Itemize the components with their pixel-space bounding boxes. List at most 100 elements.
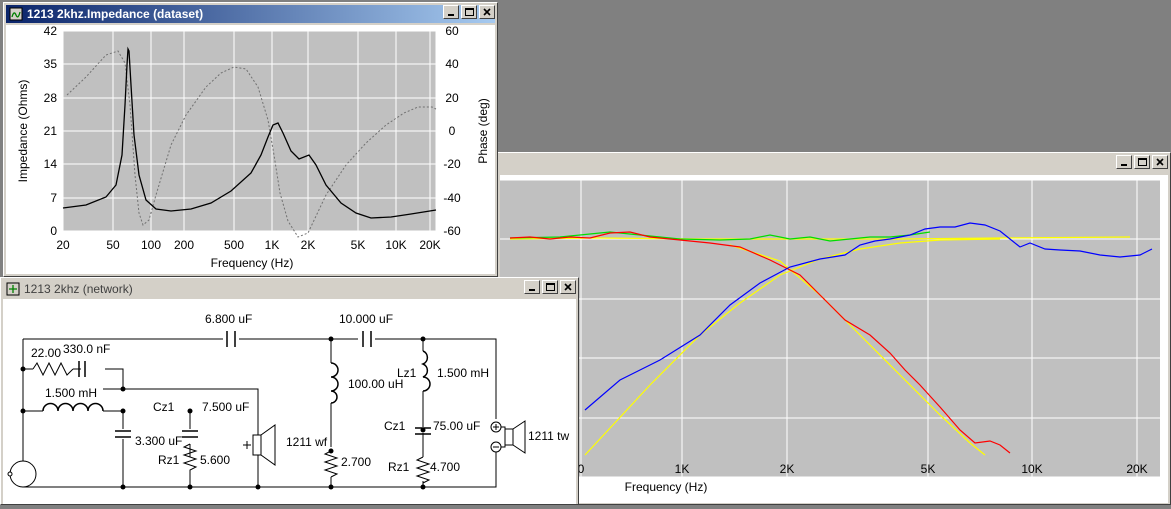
junction-dot [328, 484, 334, 490]
close-icon [564, 283, 572, 291]
junction-dot [255, 484, 261, 490]
response-titlebar[interactable] [500, 155, 1168, 173]
label-75uf: 75.00 uF [433, 419, 480, 433]
response-graph: 0 1K 2K 5K 10K 20K Frequency (Hz) [500, 179, 1160, 494]
minimize-icon [448, 14, 454, 16]
inductor-100-icon [330, 362, 339, 404]
network-window: 1213 2khz (network) [0, 277, 579, 505]
inductor-symbols [42, 350, 431, 412]
close-button[interactable] [1152, 155, 1168, 169]
maximize-button[interactable] [461, 5, 477, 19]
resistor-22-icon [32, 361, 74, 377]
window-icon [9, 7, 23, 21]
x-tick-label: 100 [141, 238, 161, 252]
close-button[interactable] [560, 280, 576, 294]
capacitor-6800-icon [226, 331, 236, 347]
label-1500mh-right: 1.500 mH [437, 366, 489, 380]
impedance-y-right-label: Phase (deg) [476, 98, 490, 163]
resistor-5600-icon [182, 443, 198, 481]
resistor-2700-icon [323, 450, 339, 478]
x-tick-label: 50 [106, 238, 120, 252]
junction-dots [20, 336, 426, 490]
resistor-symbols [32, 361, 431, 484]
tweeter-speaker-icon [490, 420, 526, 454]
label-1500mh-left: 1.500 mH [45, 386, 97, 400]
resistor-4700-icon [415, 456, 431, 484]
impedance-window-title: 1213 2khz.Impedance (dataset) [27, 7, 204, 21]
impedance-curve [62, 46, 437, 219]
x-tick-label: 1K [675, 462, 690, 476]
label-woofer: 1211 wf [286, 435, 328, 449]
y-left-tick-label: 14 [44, 157, 58, 171]
label-7500uf: 7.500 uF [202, 400, 249, 414]
capacitor-10000-icon [362, 331, 372, 347]
junction-dot [420, 336, 426, 342]
minimize-button[interactable] [443, 5, 459, 19]
tweeter-response-curve [584, 222, 1153, 411]
woofer-response-curve [509, 231, 1011, 454]
label-lz1: Lz1 [397, 366, 417, 380]
capacitor-3300-icon [115, 430, 131, 438]
junction-dot [120, 386, 126, 392]
response-window: 0 1K 2K 5K 10K 20K Frequency (Hz) [497, 152, 1171, 505]
target-curve [509, 236, 1131, 240]
impedance-left-tick-labels: 42 35 28 21 14 7 0 [44, 24, 58, 238]
x-tick-label: 1K [265, 238, 280, 252]
maximize-button[interactable] [1134, 155, 1150, 169]
response-x-tick-labels: 0 1K 2K 5K 10K 20K [578, 462, 1148, 476]
y-left-tick-label: 21 [44, 124, 58, 138]
maximize-icon [464, 8, 474, 16]
junction-dot [187, 484, 193, 490]
label-tweeter: 1211 tw [528, 429, 569, 443]
woofer-speaker-icon [243, 424, 276, 466]
x-tick-label: 0 [578, 462, 585, 476]
label-rz1-left: Rz1 [158, 453, 180, 467]
impedance-graph: 42 35 28 21 14 7 0 60 40 20 0 -20 -40 -6… [16, 24, 490, 270]
minimize-icon [1121, 164, 1127, 166]
y-right-tick-label: 0 [449, 124, 456, 138]
minimize-button[interactable] [524, 280, 540, 294]
x-tick-label: 200 [174, 238, 194, 252]
y-left-tick-label: 7 [50, 191, 57, 205]
junction-dot [20, 408, 26, 414]
response-x-axis-label: Frequency (Hz) [625, 480, 708, 494]
junction-dot [420, 484, 426, 490]
minimize-button[interactable] [1116, 155, 1132, 169]
close-button[interactable] [479, 5, 495, 19]
capacitor-330-icon [78, 361, 86, 377]
network-titlebar[interactable]: 1213 2khz (network) [3, 280, 576, 298]
x-tick-label: 20 [56, 238, 70, 252]
x-tick-label: 2K [301, 238, 316, 252]
x-tick-label: 5K [351, 238, 366, 252]
label-cz1-left: Cz1 [153, 400, 175, 414]
junction-dot [20, 366, 26, 372]
junction-dot [120, 484, 126, 490]
label-2700: 2.700 [341, 455, 371, 469]
maximize-icon [545, 283, 555, 291]
junction-dot [328, 336, 334, 342]
sum-response-curve [509, 231, 931, 242]
response-plot-area [500, 180, 1160, 477]
component-labels: 6.800 uF 10.000 uF 22.00 330.0 nF 1.500 … [31, 312, 569, 474]
impedance-window: 1213 2khz.Impedance (dataset) 42 35 28 2… [3, 2, 498, 277]
y-right-tick-label: -20 [443, 157, 461, 171]
label-r22: 22.00 [31, 346, 61, 360]
minimize-icon [529, 289, 535, 291]
y-right-tick-label: -40 [443, 191, 461, 205]
label-100uh: 100.00 uH [348, 377, 403, 391]
capacitor-75-icon [415, 427, 431, 435]
phase-curve [66, 50, 437, 238]
impedance-right-tick-labels: 60 40 20 0 -20 -40 -60 [443, 24, 461, 238]
impedance-x-tick-labels: 20 50 100 200 500 1K 2K 5K 10K 20K [56, 238, 440, 252]
impedance-titlebar[interactable]: 1213 2khz.Impedance (dataset) [6, 5, 495, 23]
close-icon [1156, 158, 1164, 166]
maximize-button[interactable] [542, 280, 558, 294]
signal-source-icon [7, 460, 37, 488]
label-cz1-right: Cz1 [384, 419, 406, 433]
capacitor-symbols [78, 331, 431, 438]
maximize-icon [1137, 158, 1147, 166]
target-lowpass-curve [729, 244, 986, 456]
x-tick-label: 20K [419, 238, 440, 252]
y-right-tick-label: -60 [443, 224, 461, 238]
y-left-tick-label: 42 [44, 25, 58, 38]
